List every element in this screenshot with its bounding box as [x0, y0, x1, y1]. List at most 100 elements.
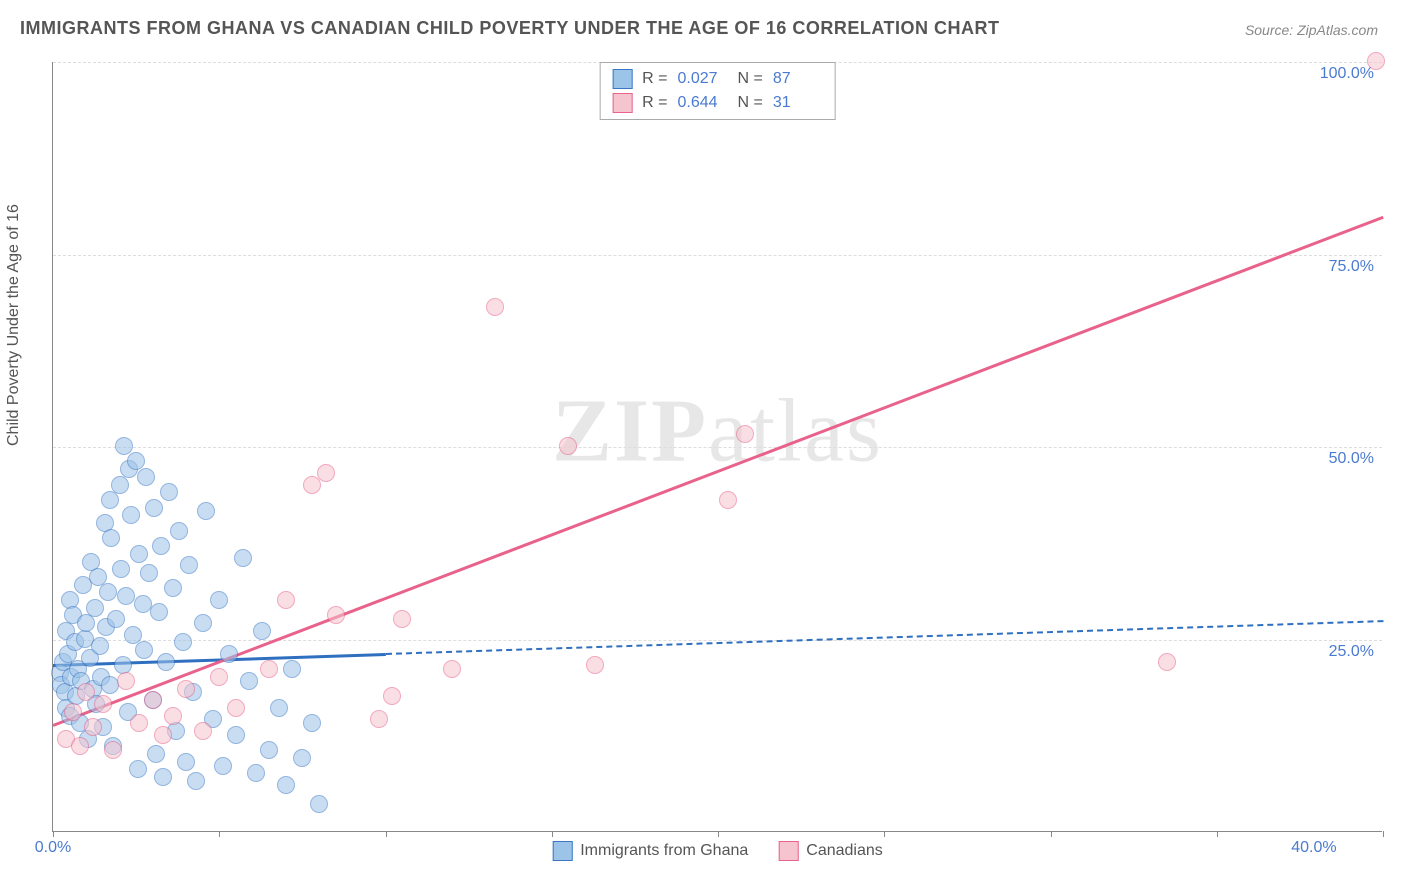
legend-r-label: R = [642, 70, 667, 88]
scatter-point [170, 522, 188, 540]
scatter-point [260, 741, 278, 759]
scatter-point [227, 726, 245, 744]
scatter-point [107, 610, 125, 628]
scatter-point [253, 622, 271, 640]
scatter-point [145, 499, 163, 517]
scatter-point [77, 614, 95, 632]
watermark: ZIPatlas [552, 380, 883, 483]
x-tick [1217, 831, 1218, 837]
scatter-point [117, 587, 135, 605]
scatter-point [240, 672, 258, 690]
scatter-point [94, 695, 112, 713]
source-attribution: Source: ZipAtlas.com [1245, 22, 1378, 38]
scatter-point [317, 464, 335, 482]
scatter-point [443, 660, 461, 678]
x-tick [552, 831, 553, 837]
scatter-point [586, 656, 604, 674]
scatter-point [160, 483, 178, 501]
scatter-point [135, 641, 153, 659]
scatter-point [134, 595, 152, 613]
x-tick [718, 831, 719, 837]
scatter-point [194, 614, 212, 632]
series-legend: Immigrants from Ghana Canadians [552, 841, 883, 861]
scatter-point [117, 672, 135, 690]
scatter-point [180, 556, 198, 574]
scatter-point [260, 660, 278, 678]
x-tick [884, 831, 885, 837]
y-tick-label: 75.0% [1329, 258, 1374, 276]
scatter-point [187, 772, 205, 790]
scatter-point [310, 795, 328, 813]
scatter-point [77, 683, 95, 701]
scatter-point [91, 637, 109, 655]
swatch-icon [612, 69, 632, 89]
scatter-point [122, 506, 140, 524]
x-tick-label: 0.0% [35, 839, 71, 857]
scatter-point [130, 714, 148, 732]
scatter-point [154, 726, 172, 744]
scatter-point [1367, 52, 1385, 70]
scatter-point [247, 764, 265, 782]
scatter-point [277, 591, 295, 609]
scatter-point [102, 529, 120, 547]
scatter-point [115, 437, 133, 455]
legend-item: Immigrants from Ghana [552, 841, 748, 861]
scatter-point [197, 502, 215, 520]
swatch-icon [778, 841, 798, 861]
y-tick-label: 25.0% [1329, 643, 1374, 661]
scatter-point [393, 610, 411, 628]
correlation-legend: R = 0.027 N = 87 R = 0.644 N = 31 [599, 62, 836, 120]
scatter-point [194, 722, 212, 740]
scatter-point [101, 676, 119, 694]
legend-r-value: 0.027 [678, 70, 728, 88]
scatter-plot-area: ZIPatlas R = 0.027 N = 87 R = 0.644 N = … [52, 62, 1382, 832]
scatter-point [164, 707, 182, 725]
scatter-point [112, 560, 130, 578]
chart-title: IMMIGRANTS FROM GHANA VS CANADIAN CHILD … [20, 18, 1000, 39]
legend-item: Canadians [778, 841, 883, 861]
scatter-point [177, 753, 195, 771]
scatter-point [303, 714, 321, 732]
x-tick-label: 40.0% [1291, 839, 1336, 857]
scatter-point [130, 545, 148, 563]
legend-label: Immigrants from Ghana [580, 842, 748, 860]
trend-line [52, 216, 1383, 727]
scatter-point [177, 680, 195, 698]
legend-n-label: N = [738, 94, 763, 112]
swatch-icon [552, 841, 572, 861]
x-tick [219, 831, 220, 837]
y-tick-label: 100.0% [1320, 65, 1374, 83]
x-tick [386, 831, 387, 837]
legend-n-label: N = [738, 70, 763, 88]
legend-label: Canadians [806, 842, 883, 860]
x-tick [1051, 831, 1052, 837]
y-axis-label: Child Poverty Under the Age of 16 [5, 204, 23, 446]
scatter-point [129, 760, 147, 778]
x-tick [53, 831, 54, 837]
scatter-point [157, 653, 175, 671]
scatter-point [370, 710, 388, 728]
gridline [53, 447, 1382, 448]
legend-n-value: 31 [773, 94, 823, 112]
scatter-point [140, 564, 158, 582]
scatter-point [327, 606, 345, 624]
legend-r-value: 0.644 [678, 94, 728, 112]
scatter-point [147, 745, 165, 763]
scatter-point [174, 633, 192, 651]
scatter-point [383, 687, 401, 705]
scatter-point [210, 591, 228, 609]
swatch-icon [612, 93, 632, 113]
scatter-point [84, 718, 102, 736]
scatter-point [64, 703, 82, 721]
scatter-point [234, 549, 252, 567]
scatter-point [71, 737, 89, 755]
scatter-point [144, 691, 162, 709]
scatter-point [111, 476, 129, 494]
scatter-point [137, 468, 155, 486]
y-tick-label: 50.0% [1329, 450, 1374, 468]
x-tick [1383, 831, 1384, 837]
scatter-point [124, 626, 142, 644]
scatter-point [86, 599, 104, 617]
scatter-point [101, 491, 119, 509]
scatter-point [227, 699, 245, 717]
